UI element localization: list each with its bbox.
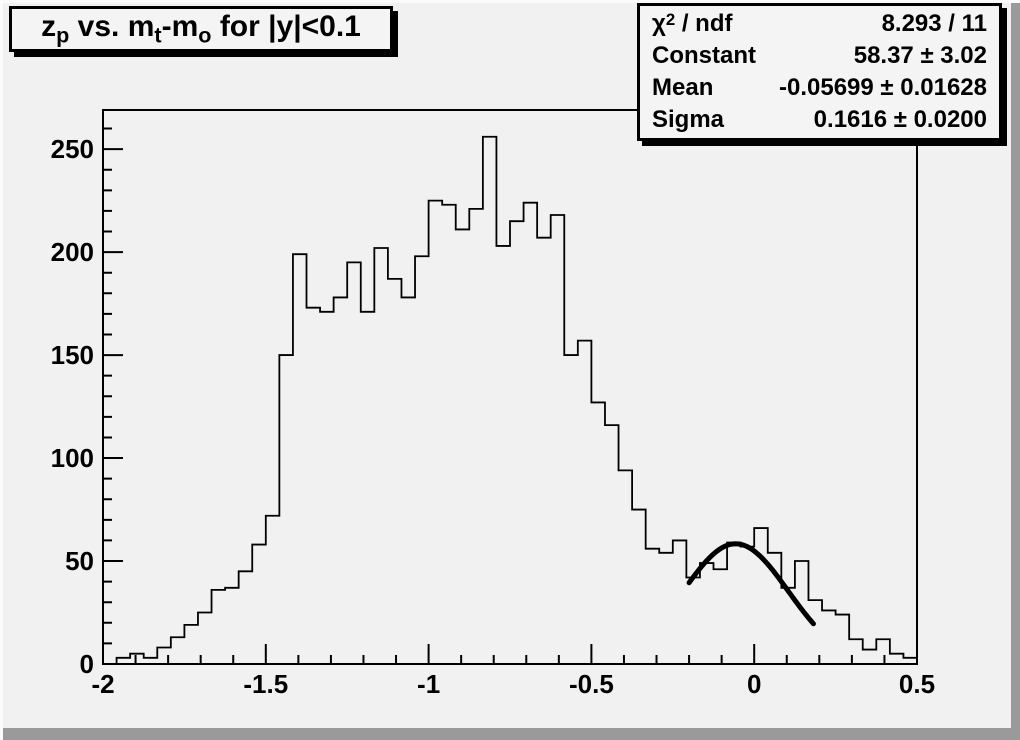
x-tick-label: 0 [746, 669, 762, 699]
stats-label: χ2 / ndf [652, 10, 733, 37]
stats-value: 0.1616 ± 0.0200 [813, 106, 987, 133]
stats-value: 58.37 ± 3.02 [853, 42, 987, 69]
canvas-bevel-left [0, 0, 3, 740]
gaussian-fit-curve [686, 541, 816, 627]
y-tick-label: 150 [50, 340, 94, 371]
stats-row: χ2 / ndf 8.293 / 11 [640, 10, 999, 38]
stats-label: Constant [652, 42, 756, 69]
y-tick-label: 200 [50, 237, 94, 268]
page-title: zp vs. mt-mo for |y|<0.1 [41, 9, 361, 48]
stats-row: Sigma 0.1616 ± 0.0200 [640, 106, 999, 134]
y-tick-label: 0 [79, 649, 94, 679]
stats-label: Sigma [652, 106, 725, 133]
stats-row: Constant 58.37 ± 3.02 [640, 42, 999, 70]
x-tick-label: -2 [91, 669, 115, 699]
stats-box: χ2 / ndf 8.293 / 11 Constant 58.37 ± 3.02 Me… [637, 3, 1002, 141]
x-tick-label: -1 [417, 669, 441, 699]
y-tick-label: 250 [50, 134, 94, 165]
title-box: zp vs. mt-mo for |y|<0.1 [9, 6, 393, 52]
x-tick-label: 0.5 [898, 669, 936, 699]
y-tick-label: 50 [65, 546, 94, 577]
canvas-bevel-right [1011, 3, 1020, 740]
x-tick-label: -1.5 [243, 669, 289, 699]
plot-frame [102, 109, 918, 665]
stats-value: 8.293 / 11 [881, 10, 987, 37]
canvas-bevel-bottom [3, 728, 1020, 740]
stats-row: Mean -0.05699 ± 0.01628 [640, 74, 999, 102]
stats-value: -0.05699 ± 0.01628 [778, 74, 987, 101]
histogram-step-line [103, 135, 918, 665]
y-tick-label: 100 [50, 443, 94, 474]
stats-label: Mean [652, 74, 714, 101]
canvas-bevel-top [0, 0, 1020, 3]
x-tick-label: -0.5 [568, 669, 614, 699]
axis-ticks [102, 127, 918, 665]
